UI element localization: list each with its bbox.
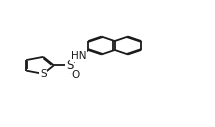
Text: S: S bbox=[40, 69, 47, 79]
Text: HN: HN bbox=[71, 51, 86, 61]
Text: S: S bbox=[66, 59, 74, 72]
Text: O: O bbox=[72, 50, 80, 60]
Text: O: O bbox=[72, 70, 80, 80]
